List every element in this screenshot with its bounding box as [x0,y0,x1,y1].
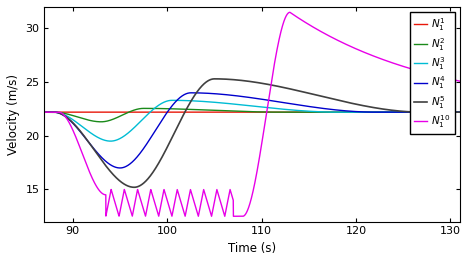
$N_1^4$ [291,103,296,106]
$N_1^{10}$ [383,59,389,62]
Line: $N_1^2$: $N_1^2$ [45,108,460,122]
Y-axis label: Velocity (m/s): Velocity (m/s) [7,74,20,155]
$N_1^2$ [291,111,296,114]
$N_1^3$ [169,99,175,102]
$N_1^1$ [42,111,47,114]
$N_1^{10}$ [291,13,296,17]
$N_1^{10}$ [200,190,206,193]
Legend: $N_1^1$, $N_1^2$, $N_1^3$, $N_1^4$, $N_1^5$, $N_1^{10}$: $N_1^1$, $N_1^2$, $N_1^3$, $N_1^4$, $N_1… [410,12,454,134]
$N_1^2$ [383,111,389,114]
$N_1^4$ [201,91,206,95]
$N_1^5$ [383,108,389,111]
$N_1^5$ [352,102,357,105]
$N_1^5$ [312,93,318,96]
$N_1^1$ [291,111,296,114]
$N_1^3$ [117,137,123,140]
$N_1^2$ [457,111,462,114]
$N_1^3$ [352,111,357,114]
$N_1^1$ [352,111,357,114]
$N_1^5$ [212,77,217,80]
$N_1^4$ [42,111,47,114]
$N_1^{10}$ [231,215,236,218]
$N_1^5$ [42,111,47,114]
$N_1^5$ [200,83,206,86]
$N_1^{10}$ [42,111,47,114]
$N_1^1$ [312,111,318,114]
$N_1^4$ [312,106,318,109]
X-axis label: Time (s): Time (s) [228,242,276,255]
$N_1^3$ [201,100,206,103]
$N_1^{10}$ [287,11,293,14]
$N_1^2$ [141,107,146,110]
$N_1^3$ [457,111,462,114]
Line: $N_1^{10}$: $N_1^{10}$ [45,12,460,216]
$N_1^5$ [131,186,137,189]
Line: $N_1^5$: $N_1^5$ [45,79,460,187]
$N_1^3$ [312,110,318,113]
$N_1^2$ [201,108,206,112]
$N_1^2$ [312,111,318,114]
$N_1^5$ [117,179,123,183]
$N_1^4$ [457,111,462,114]
$N_1^{10}$ [312,26,318,30]
$N_1^2$ [117,115,123,118]
$N_1^5$ [291,88,296,91]
$N_1^{10}$ [117,210,123,214]
$N_1^2$ [42,111,47,114]
$N_1^1$ [200,111,206,114]
$N_1^1$ [117,111,123,114]
$N_1^3$ [291,108,296,112]
$N_1^2$ [98,120,104,123]
$N_1^1$ [383,111,389,114]
$N_1^5$ [457,111,462,114]
$N_1^{10}$ [457,80,462,83]
$N_1^4$ [117,166,123,170]
Line: $N_1^3$: $N_1^3$ [45,100,460,141]
$N_1^1$ [457,111,462,114]
$N_1^4$ [383,111,389,114]
Line: $N_1^4$: $N_1^4$ [45,93,460,168]
$N_1^4$ [188,91,194,94]
$N_1^{10}$ [352,47,357,50]
$N_1^2$ [352,111,357,114]
$N_1^4$ [117,166,123,170]
$N_1^3$ [108,140,113,143]
$N_1^3$ [42,111,47,114]
$N_1^4$ [352,110,357,113]
$N_1^3$ [383,111,389,114]
